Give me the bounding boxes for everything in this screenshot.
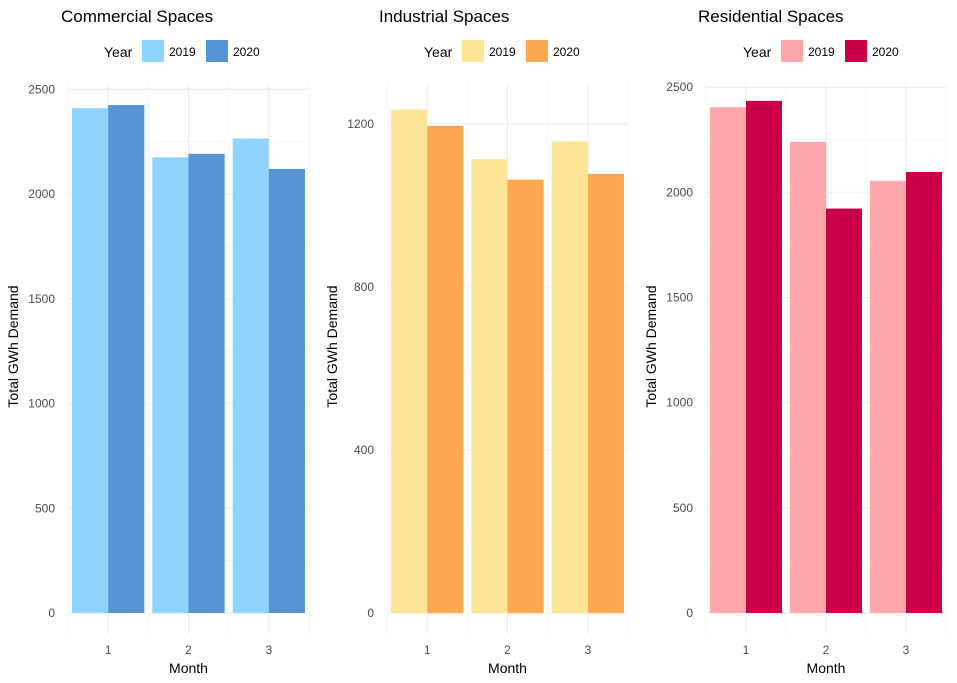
- legend-label-2019: 2019: [169, 45, 196, 59]
- y-tick-label: 400: [354, 443, 374, 457]
- bar-2020-month-3[interactable]: [906, 171, 942, 613]
- y-tick-label: 1000: [28, 397, 55, 411]
- x-axis-title: Month: [169, 660, 208, 676]
- legend: Year 2019 2020: [104, 40, 260, 62]
- legend-swatch-2020: [206, 40, 228, 62]
- x-tick-label: 3: [584, 643, 591, 657]
- y-tick-label: 800: [354, 280, 374, 294]
- legend-swatch-2019: [781, 40, 803, 62]
- legend-label-2020: 2020: [233, 45, 260, 59]
- y-tick-label: 2000: [666, 185, 693, 199]
- legend-swatch-2019: [142, 40, 164, 62]
- y-tick-label: 0: [686, 606, 693, 620]
- legend-label-2020: 2020: [553, 45, 580, 59]
- legend: Year 2019 2020: [743, 40, 899, 62]
- x-tick-label: 1: [105, 643, 112, 657]
- y-tick-label: 1000: [666, 396, 693, 410]
- legend-swatch-2020: [845, 40, 867, 62]
- bar-2019-month-1[interactable]: [391, 109, 428, 614]
- x-tick-label: 2: [504, 643, 511, 657]
- y-tick-label: 1500: [28, 292, 55, 306]
- y-tick-label: 2500: [666, 80, 693, 94]
- chart-panel-3: 0 500 1000 1500 2000 2500 1 2 3 Month Total GWh De…: [643, 7, 947, 676]
- legend-label-2019: 2019: [489, 45, 516, 59]
- x-tick-label: 3: [265, 643, 272, 657]
- legend-title: Year: [424, 44, 453, 60]
- chart-panel-2: 0 400 800 1200 1 2 3 Month Total GWh Demand Indus…: [324, 7, 629, 676]
- legend-swatch-2019: [462, 40, 484, 62]
- legend-label-2019: 2019: [808, 45, 835, 59]
- bar-2019-month-1[interactable]: [72, 108, 109, 613]
- legend-label-2020: 2020: [872, 45, 899, 59]
- bar-2019-month-3[interactable]: [232, 138, 269, 613]
- bar-2020-month-3[interactable]: [268, 168, 305, 613]
- legend-title: Year: [743, 44, 772, 60]
- bar-2020-month-1[interactable]: [746, 100, 782, 614]
- bar-2019-month-2[interactable]: [471, 159, 508, 613]
- legend: Year 2019 2020: [424, 40, 580, 62]
- bar-2020-month-1[interactable]: [108, 104, 145, 614]
- legend-swatch-2020: [526, 40, 548, 62]
- y-tick-label: 2500: [28, 82, 55, 96]
- bar-2020-month-2[interactable]: [507, 179, 544, 613]
- y-tick-label: 500: [35, 501, 55, 515]
- x-axis-title: Month: [807, 660, 846, 676]
- x-tick-label: 2: [185, 643, 192, 657]
- chart-title: Commercial Spaces: [61, 7, 213, 26]
- bar-2020-month-1[interactable]: [427, 125, 464, 614]
- y-tick-label: 1500: [666, 291, 693, 305]
- bar-2020-month-2[interactable]: [826, 208, 862, 614]
- x-axis-title: Month: [488, 660, 527, 676]
- x-tick-label: 2: [823, 643, 830, 657]
- y-tick-label: 500: [673, 501, 693, 515]
- y-tick-label: 2000: [28, 187, 55, 201]
- y-tick-label: 1200: [347, 117, 374, 131]
- bar-2019-month-1[interactable]: [710, 107, 746, 613]
- bar-2020-month-3[interactable]: [587, 173, 624, 613]
- bar-2019-month-2[interactable]: [152, 157, 189, 613]
- legend-title: Year: [104, 44, 133, 60]
- chart-title: Industrial Spaces: [379, 7, 509, 26]
- x-tick-label: 3: [903, 643, 910, 657]
- chart-panel-1: 0 500 1000 1500 2000 2500 1 2 3 Month Total GWh De…: [5, 7, 310, 676]
- bar-2019-month-2[interactable]: [790, 141, 826, 613]
- bar-2020-month-2[interactable]: [188, 153, 225, 613]
- bar-2019-month-3[interactable]: [551, 141, 588, 614]
- y-tick-label: 0: [367, 606, 374, 620]
- y-axis-title: Total GWh Demand: [5, 285, 21, 407]
- y-tick-label: 0: [48, 606, 55, 620]
- y-axis-title: Total GWh Demand: [324, 285, 340, 407]
- y-axis-title: Total GWh Demand: [643, 285, 659, 407]
- x-tick-label: 1: [424, 643, 431, 657]
- x-tick-label: 1: [743, 643, 750, 657]
- chart-title: Residential Spaces: [698, 7, 844, 26]
- bar-2019-month-3[interactable]: [870, 180, 906, 614]
